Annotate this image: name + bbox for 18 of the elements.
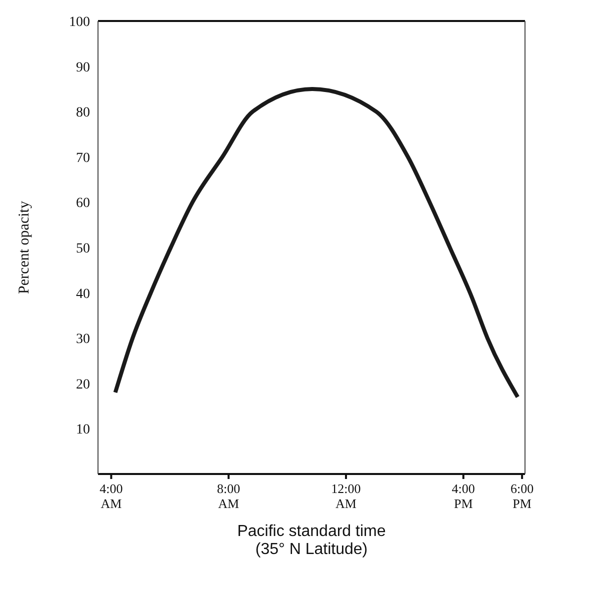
y-tick-label: 100: [69, 14, 90, 30]
x-tick-label: 6:00 PM: [510, 481, 534, 511]
x-tick-label: 4:00 AM: [100, 481, 123, 511]
x-tick-label: 12:00 AM: [331, 481, 361, 511]
x-tick-label: 4:00 PM: [452, 481, 475, 511]
y-tick-label: 10: [76, 422, 90, 438]
y-tick-label: 50: [76, 241, 90, 256]
y-tick-label: 70: [76, 150, 90, 166]
x-axis-title: Pacific standard time (35° N Latitude): [237, 523, 386, 558]
x-tick-label: 8:00 AM: [217, 481, 240, 511]
y-tick-label: 20: [76, 377, 90, 392]
y-tick-label: 40: [76, 286, 90, 302]
y-tick-label: 90: [76, 60, 90, 76]
line-series: [113, 86, 520, 399]
y-tick-label: 60: [76, 196, 90, 212]
y-tick-label: 30: [76, 332, 90, 348]
y-tick-label: 80: [76, 106, 90, 121]
y-axis-title: Percent opacity: [16, 200, 32, 294]
